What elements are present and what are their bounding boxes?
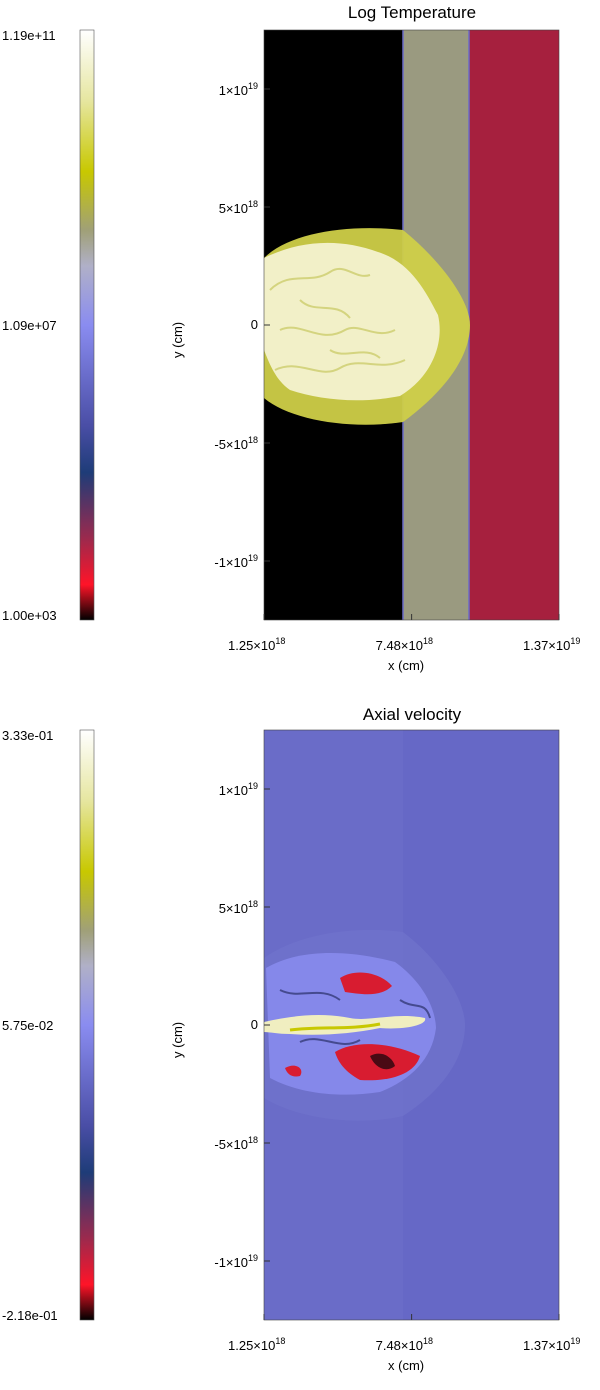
filament-1 [299,1038,361,1045]
colorbar-min-label: 1.00e+03 [2,608,57,623]
colorbar-mid-label: 1.09e+07 [2,318,57,333]
x-axis-label: x (cm) [388,658,425,673]
colorbar-mid-label: 5.75e-02 [2,1018,54,1033]
heatmap-field [264,30,559,620]
colorbar [80,30,94,620]
y-tick-label: 5×1018 [218,199,258,216]
colorbar-frame [79,729,95,1321]
y-tick-label: 1×1019 [218,81,258,98]
y-tick-label: -5×1018 [214,1135,258,1152]
turbulence-3 [299,299,351,319]
x-tick-label: 1.37×1019 [523,636,581,653]
chart-title: Log Temperature [347,3,477,22]
filament-2 [399,999,431,1019]
x-tick-label: 7.48×1018 [375,1336,433,1353]
log-temperature-panel: Log Temperature 1.19e+11 1.09e+07 1.00e+… [0,0,600,690]
turbulence-2 [274,359,406,373]
colorbar-frame [79,29,95,621]
x-tick-label: 1.25×1018 [228,1336,286,1353]
x-axis-label: x (cm) [388,1358,425,1373]
backflow-core [370,1053,395,1070]
backflow-small [285,1065,302,1077]
x-tick-label: 1.25×1018 [228,636,286,653]
colorbar-max-label: 3.33e-01 [2,728,54,743]
colorbar-max-label: 1.19e+11 [2,28,56,43]
y-tick-label: -5×1018 [214,435,258,452]
heatmap-field [264,730,559,1320]
chart-title: Axial velocity [362,705,462,724]
axial-velocity-panel: Axial velocity 3.33e-01 5.75e-02 -2.18e-… [0,700,600,1390]
y-axis-label: y (cm) [170,321,185,358]
plot-frame [263,29,560,621]
backflow-upper [340,972,392,995]
y-tick-label: -1×1019 [214,1253,258,1270]
x-tick-label: 7.48×1018 [375,636,433,653]
y-tick-label: 1×1019 [218,781,258,798]
colorbar-min-label: -2.18e-01 [2,1308,58,1323]
hot-bubble-region [264,242,440,401]
jet-core [289,1022,381,1032]
y-tick-label: -1×1019 [214,553,258,570]
filament-0 [279,989,341,1001]
y-tick-label: 0 [250,317,258,332]
x-tick-label: 1.37×1019 [523,1336,581,1353]
y-tick-label: 5×1018 [218,899,258,916]
colorbar [80,730,94,1320]
plot-frame [263,729,560,1321]
y-tick-label: 0 [250,1017,258,1032]
right-band-region [469,30,559,620]
turbulence-1 [279,326,396,336]
y-axis-label: y (cm) [170,1021,185,1058]
log-temperature-chart [79,29,560,621]
axial-velocity-chart [79,729,560,1321]
turbulence-0 [269,267,371,291]
turbulence-4 [329,349,381,359]
